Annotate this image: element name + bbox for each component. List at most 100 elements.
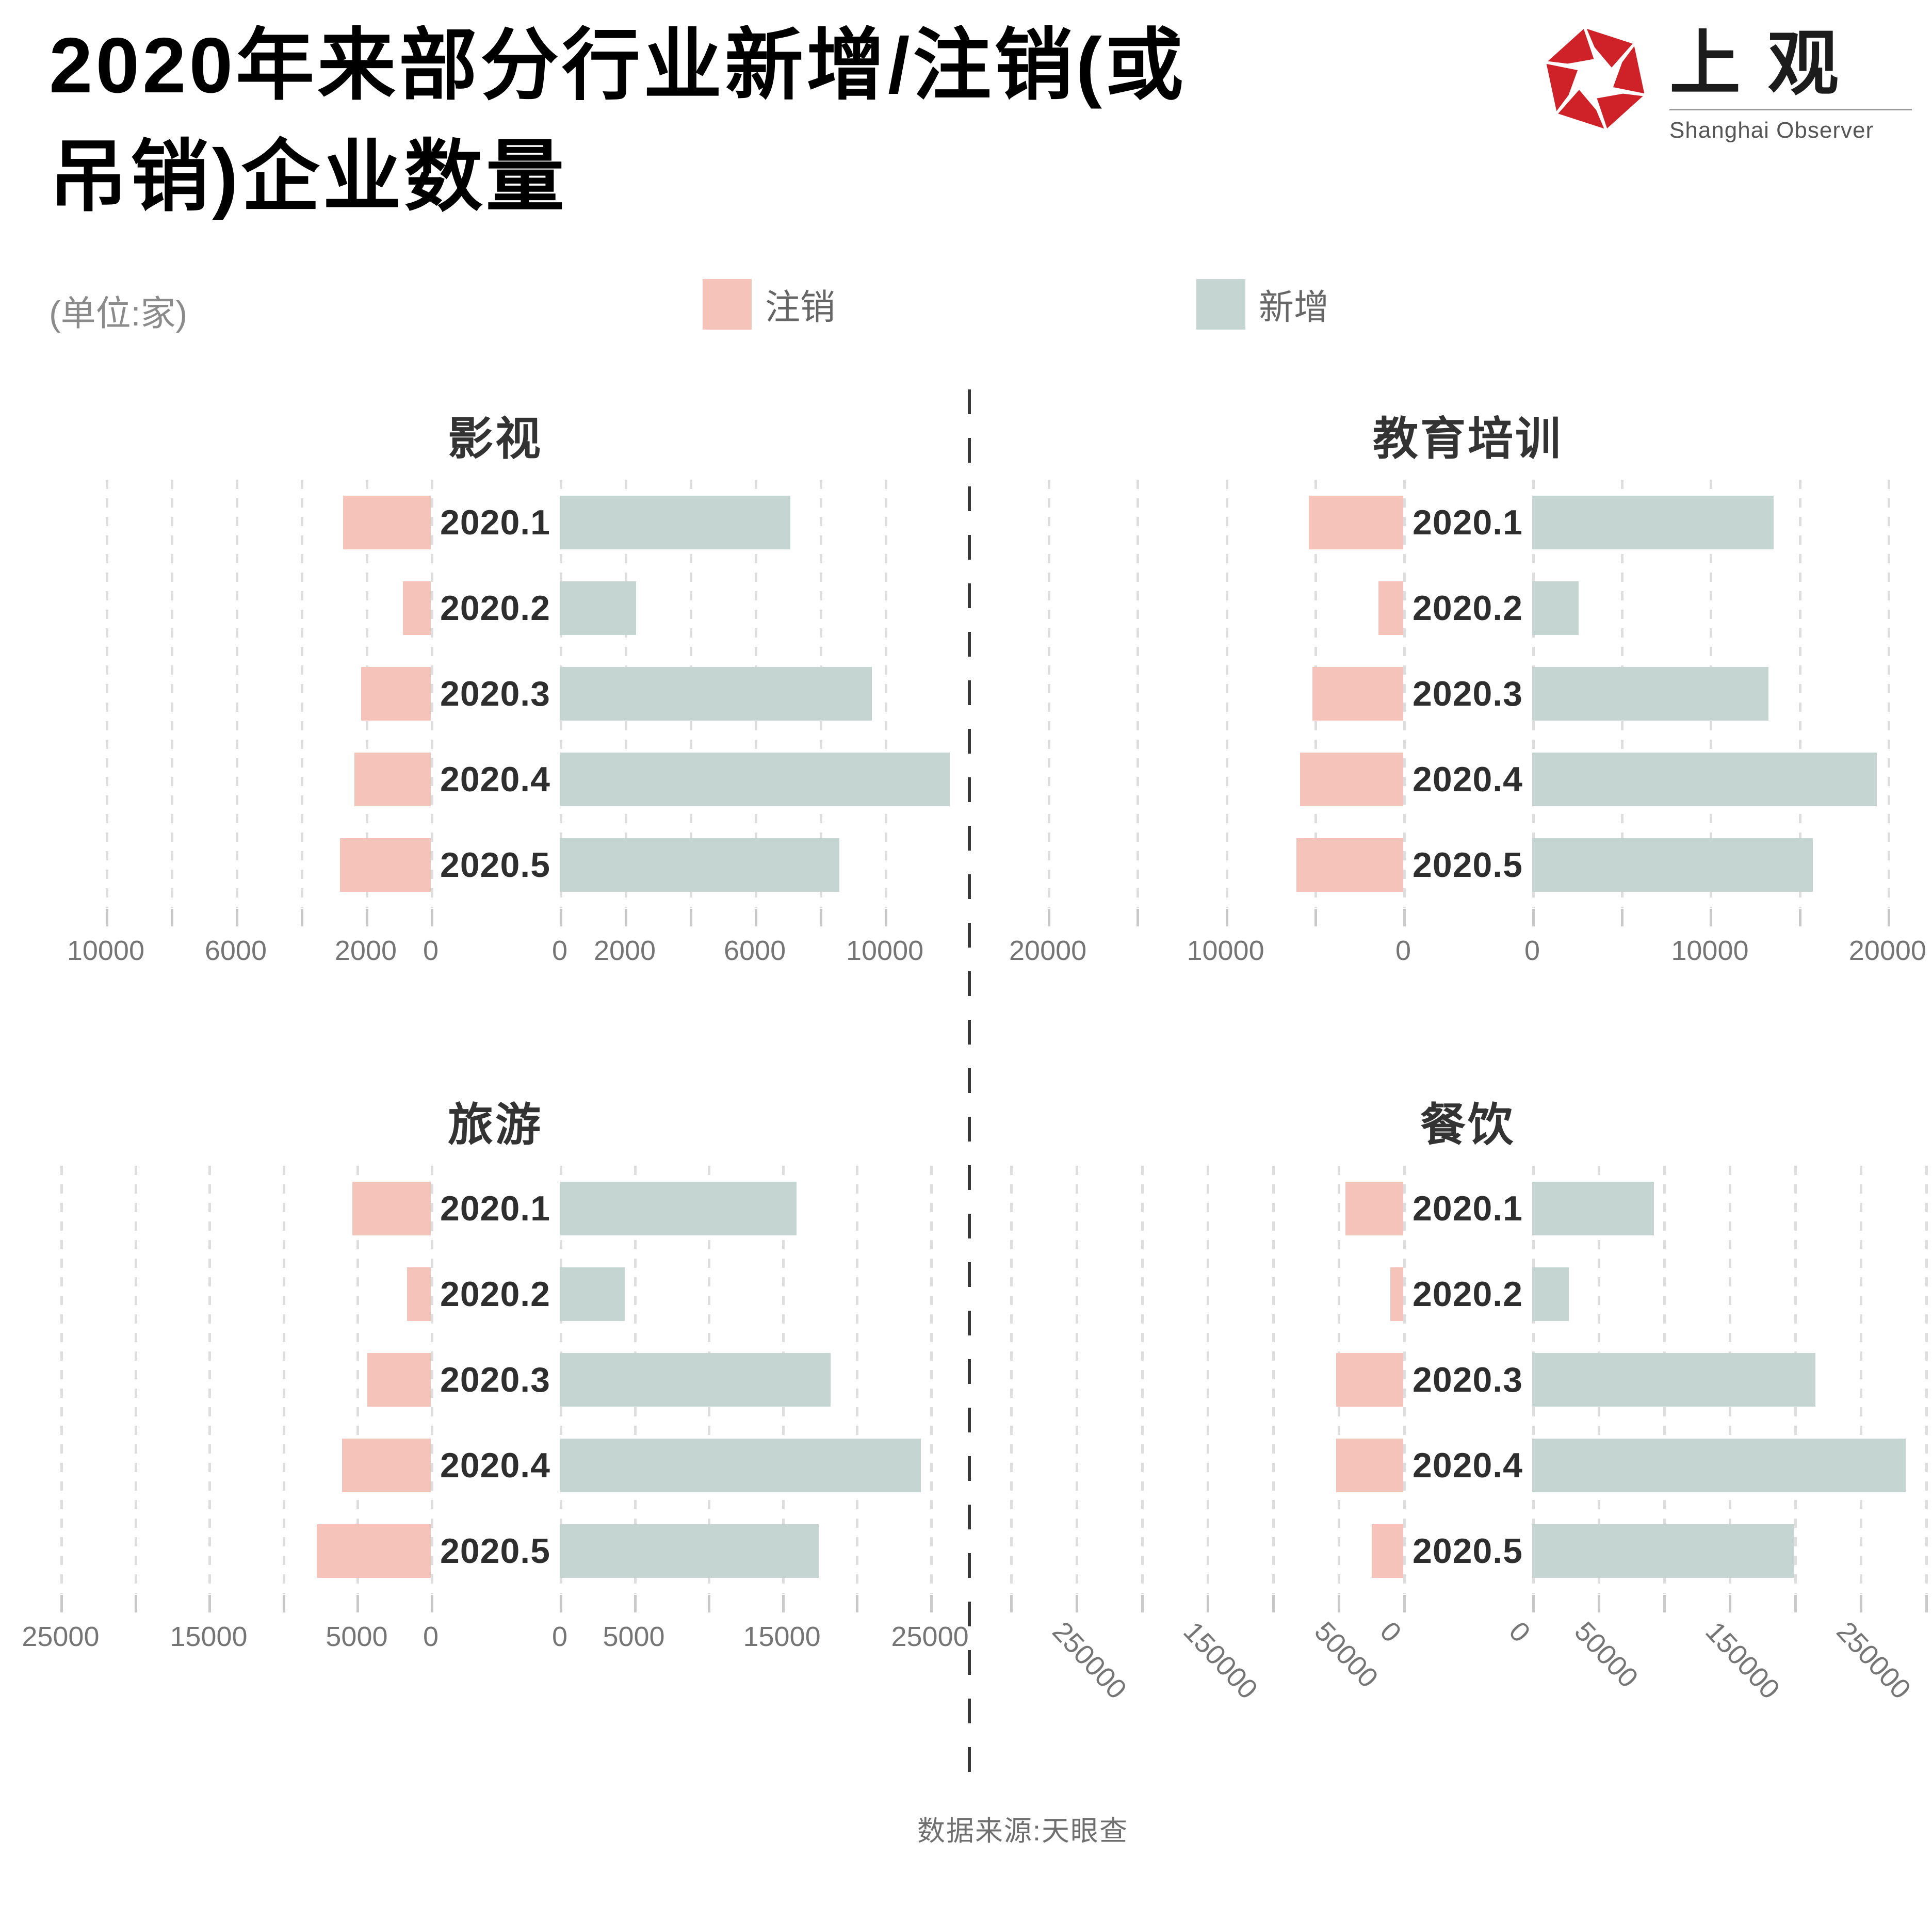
- bar-deregistered-2020.2: [1390, 1267, 1403, 1321]
- axis-tick-label: 0: [423, 1621, 439, 1652]
- gridline: [356, 1166, 360, 1594]
- bar-deregistered-2020.4: [342, 1439, 431, 1492]
- gridline: [1137, 480, 1140, 908]
- bar-deregistered-2020.4: [1336, 1439, 1403, 1492]
- axis-tick: [560, 909, 562, 926]
- category-label: 2020.2: [440, 1275, 550, 1314]
- axis-tick-label: 15000: [743, 1621, 821, 1652]
- axis-tick: [1621, 909, 1624, 926]
- gridline: [1403, 1166, 1406, 1594]
- category-label: 2020.4: [440, 1446, 550, 1485]
- bar-deregistered-2020.1: [352, 1182, 431, 1235]
- gridline: [1860, 1166, 1863, 1594]
- bar-new-2020.3: [560, 1353, 831, 1407]
- axis-tick-label: 250000: [1046, 1616, 1132, 1705]
- axis-tick: [1532, 1595, 1535, 1612]
- axis-tick: [1403, 1595, 1406, 1612]
- axis-tick: [1141, 1595, 1144, 1612]
- axis-tick: [282, 1595, 285, 1612]
- unit-label: (单位:家): [49, 294, 188, 333]
- gridline: [1225, 480, 1228, 908]
- category-label: 2020.4: [1413, 1446, 1523, 1485]
- axis-tick-label: 0: [1503, 1616, 1536, 1649]
- bar-deregistered-2020.5: [316, 1524, 431, 1578]
- page-title-line1: 2020年来部分行业新增/注销(或: [49, 22, 1187, 109]
- axis-tick: [625, 909, 628, 926]
- logo: 上观 Shanghai Observer: [1540, 23, 1912, 143]
- axis-tick: [856, 1595, 859, 1612]
- category-label: 2020.1: [440, 503, 550, 542]
- axis-tick-label: 0: [1395, 935, 1411, 966]
- logo-en-text: Shanghai Observer: [1669, 117, 1874, 143]
- axis-tick-label: 0: [423, 935, 439, 966]
- panel-title-education-training: 教育培训: [1372, 413, 1563, 464]
- plot-tourism: 2020.1 2020.2 2020.3 2020.4 2020.5: [31, 1166, 960, 1594]
- bar-new-2020.5: [560, 1524, 819, 1578]
- plot-catering: 2020.1 2020.2 2020.3 2020.4 2020.5: [1003, 1166, 1932, 1594]
- bar-deregistered-2020.2: [403, 581, 431, 635]
- axis-tick: [1137, 909, 1140, 926]
- axis-tick: [170, 909, 173, 926]
- bar-new-2020.2: [1532, 581, 1579, 635]
- axis-tick: [1798, 909, 1801, 926]
- gridline: [1272, 1166, 1275, 1594]
- axis-tick-label: 2000: [593, 935, 656, 966]
- bar-deregistered-2020.1: [343, 496, 431, 549]
- axis-tick-label: 150000: [1177, 1616, 1264, 1705]
- axis-tick: [1048, 909, 1051, 926]
- gridline: [885, 480, 888, 908]
- axis-tick: [820, 909, 823, 926]
- legend-label-deregistered: 注销: [765, 288, 836, 327]
- gridline: [1887, 480, 1890, 908]
- axis-tick-label: 50000: [1308, 1616, 1384, 1694]
- axis-tick: [1663, 1595, 1666, 1612]
- axis-tick-label: 0: [1524, 935, 1540, 966]
- bar-new-2020.3: [1532, 1353, 1815, 1407]
- axis-tick: [1729, 1595, 1732, 1612]
- axis-tick: [1403, 909, 1406, 926]
- gridline: [60, 1166, 63, 1594]
- panel-title-tourism: 旅游: [447, 1099, 543, 1150]
- bar-new-2020.2: [560, 1267, 625, 1321]
- axis-tick: [365, 909, 368, 926]
- panel-film-tv: 影视 2020.1 2020.2 2020.3 2020.4 2020.5 0 0 2000 20…: [31, 402, 960, 1088]
- bar-new-2020.1: [560, 1182, 797, 1235]
- legend-label-new: 新增: [1259, 288, 1329, 327]
- bar-new-2020.2: [560, 581, 637, 635]
- gridline: [105, 480, 108, 908]
- axis-tick-label: 20000: [1009, 935, 1087, 966]
- gridline: [235, 480, 238, 908]
- axis-tick: [105, 909, 108, 926]
- axis-tick: [1794, 1595, 1797, 1612]
- axis-tick: [708, 1595, 711, 1612]
- category-label: 2020.3: [1413, 674, 1523, 713]
- axis-tick: [930, 1595, 933, 1612]
- axis-tick-label: 20000: [1848, 935, 1926, 966]
- gridline: [170, 480, 173, 908]
- panel-tourism: 旅游 2020.1 2020.2 2020.3 2020.4 2020.5 0 0 5000 50…: [22, 1088, 968, 1774]
- axis-tick: [1860, 1595, 1863, 1612]
- axis-tick: [1010, 1595, 1013, 1612]
- bar-new-2020.5: [560, 838, 839, 892]
- axis-tick-label: 2000: [334, 935, 397, 966]
- bar-deregistered-2020.2: [407, 1267, 431, 1321]
- axis-tick-label: 0: [551, 935, 568, 966]
- axis-tick: [755, 909, 758, 926]
- bar-deregistered-2020.3: [367, 1353, 431, 1407]
- bar-new-2020.4: [1532, 1439, 1906, 1492]
- bar-new-2020.4: [560, 753, 950, 806]
- axis-tick: [1272, 1595, 1275, 1612]
- gridline: [208, 1166, 212, 1594]
- category-label: 2020.4: [1413, 760, 1523, 799]
- category-label: 2020.3: [1413, 1360, 1523, 1399]
- gridline: [1798, 480, 1801, 908]
- axis-tick-label: 0: [551, 1621, 568, 1652]
- page-title: 2020年来部分行业新增/注销(或 吊销)企业数量: [49, 10, 1555, 233]
- axis-tick: [300, 909, 303, 926]
- axis-tick-label: 10000: [67, 935, 144, 966]
- bar-deregistered-2020.3: [361, 667, 431, 721]
- axis-tick: [782, 1595, 785, 1612]
- bar-deregistered-2020.5: [339, 838, 431, 892]
- aperture-hexagon-icon: [1541, 24, 1649, 134]
